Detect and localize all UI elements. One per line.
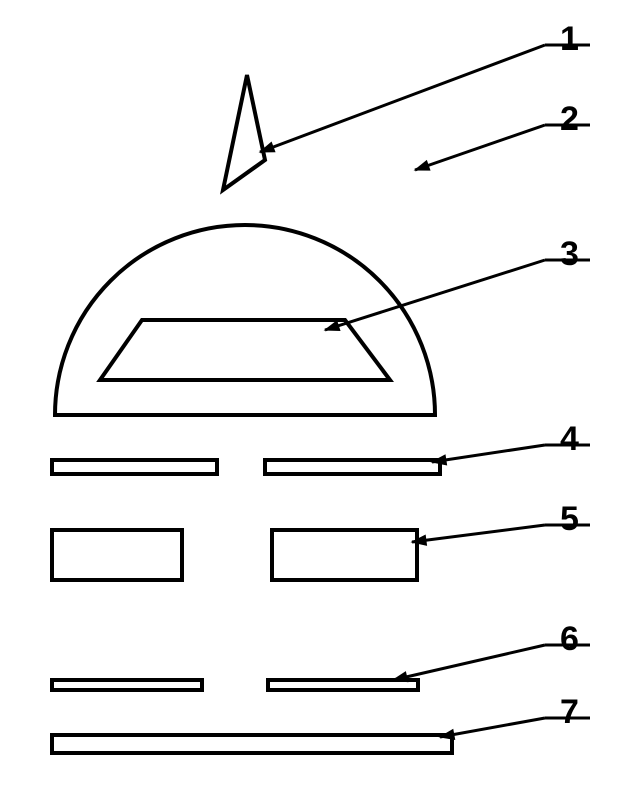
label-4: 4 bbox=[560, 420, 579, 459]
label-6: 6 bbox=[560, 620, 579, 659]
label-2: 2 bbox=[560, 100, 579, 139]
label-3: 3 bbox=[560, 235, 579, 274]
diagram-canvas: 1 2 3 4 5 6 7 bbox=[0, 0, 623, 800]
label-1: 1 bbox=[560, 20, 579, 59]
label-5: 5 bbox=[560, 500, 579, 539]
label-7: 7 bbox=[560, 693, 579, 732]
diagram-svg bbox=[0, 0, 623, 800]
